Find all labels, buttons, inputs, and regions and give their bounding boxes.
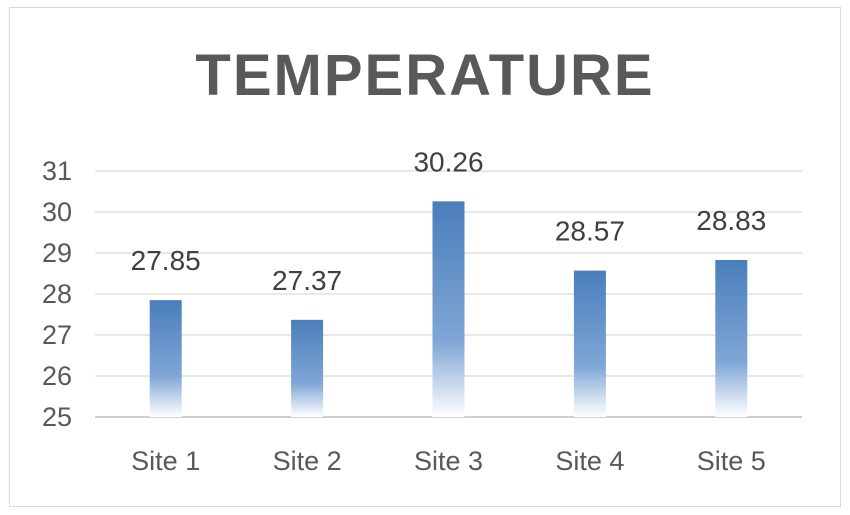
bar (149, 300, 182, 417)
chart-title: TEMPERATURE (195, 43, 655, 108)
data-label: 27.37 (272, 265, 342, 296)
y-tick-label: 26 (42, 361, 72, 391)
bar (432, 201, 465, 417)
x-tick-label: Site 5 (697, 446, 766, 476)
x-tick-label: Site 4 (555, 446, 624, 476)
bars (149, 201, 748, 417)
data-label: 30.26 (413, 146, 483, 177)
y-tick-label: 25 (42, 402, 72, 432)
y-tick-label: 29 (42, 238, 72, 268)
data-label: 27.85 (131, 245, 201, 276)
bar (291, 319, 324, 417)
chart-frame (9, 7, 841, 507)
x-tick-label: Site 3 (414, 446, 483, 476)
y-tick-label: 31 (42, 156, 72, 186)
data-labels: 27.85 27.37 30.26 28.57 28.83 (131, 146, 767, 295)
data-label: 28.57 (555, 216, 625, 247)
x-tick-label: Site 1 (131, 446, 200, 476)
data-label: 28.83 (696, 205, 766, 236)
y-tick-label: 30 (42, 197, 72, 227)
x-axis: Site 1 Site 2 Site 3 Site 4 Site 5 (131, 446, 766, 476)
y-axis: 25 26 27 28 29 30 31 (42, 156, 72, 432)
bar (573, 270, 606, 417)
bar (715, 259, 748, 417)
y-tick-label: 28 (42, 279, 72, 309)
x-tick-label: Site 2 (273, 446, 342, 476)
y-tick-label: 27 (42, 320, 72, 350)
